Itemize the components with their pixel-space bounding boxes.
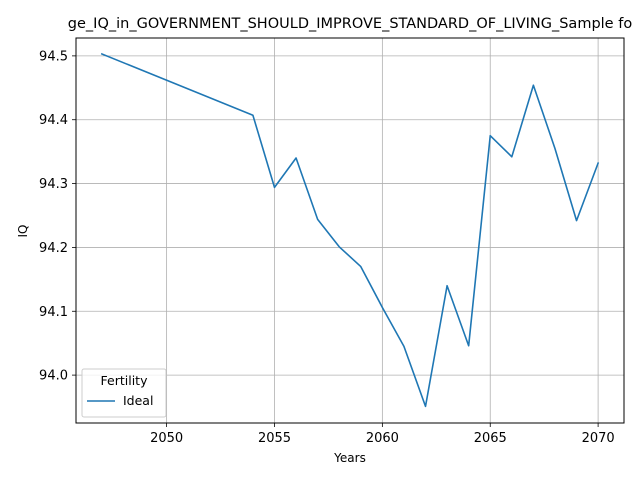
chart-title: ge_IQ_in_GOVERNMENT_SHOULD_IMPROVE_STAND… xyxy=(68,16,633,32)
y-tick-label: 94.4 xyxy=(39,113,68,128)
legend-box xyxy=(81,368,167,418)
series-layer xyxy=(100,52,600,408)
y-tick-label: 94.0 xyxy=(39,369,68,384)
ticks: 2050 2055 2060 2065 2070 94.0 94.1 94.2 94.3 94.4… xyxy=(39,49,615,446)
x-tick-label: 2070 xyxy=(582,431,615,446)
y-tick-label: 94.3 xyxy=(39,177,68,192)
plot-frame xyxy=(75,37,625,424)
x-tick-label: 2060 xyxy=(366,431,399,446)
y-tick-label: 94.2 xyxy=(39,241,68,256)
x-tick-label: 2050 xyxy=(150,431,183,446)
x-axis-title: Years xyxy=(333,451,366,465)
legend: Fertility Ideal xyxy=(81,368,167,418)
legend-title: Fertility xyxy=(101,373,149,388)
y-axis-title: IQ xyxy=(16,225,30,238)
series-line-ideal xyxy=(100,52,600,408)
legend-label-ideal: Ideal xyxy=(123,393,153,408)
x-tick-label: 2055 xyxy=(258,431,291,446)
x-tick-label: 2065 xyxy=(474,431,507,446)
grid xyxy=(76,38,624,423)
y-tick-label: 94.1 xyxy=(39,305,68,320)
y-tick-label: 94.5 xyxy=(39,49,68,64)
